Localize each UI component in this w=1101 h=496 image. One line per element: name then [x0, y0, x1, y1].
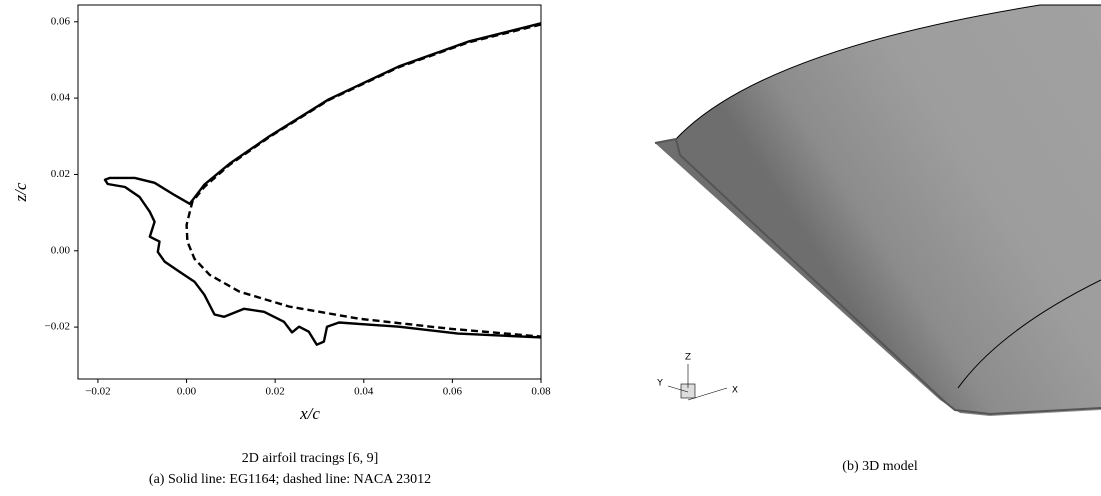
- x-tick-label: 0.08: [531, 386, 551, 398]
- wing-render: [655, 5, 1101, 416]
- y-tick-label: 0.02: [51, 168, 70, 180]
- axis-triad: Z Y X: [656, 353, 738, 401]
- x-tick-label: −0.02: [85, 386, 110, 398]
- x-axis-label: x/c: [299, 404, 320, 423]
- plot-frame: [78, 5, 541, 379]
- caption-b: (b) 3D model: [842, 459, 918, 474]
- caption-title: 2D airfoil tracings [6, 9]: [242, 451, 378, 466]
- series-line: [187, 25, 541, 337]
- x-tick-label: 0.00: [177, 386, 197, 398]
- x-tick-label: 0.06: [443, 386, 463, 398]
- triad-z-label: Z: [685, 353, 691, 363]
- wing-surface: [655, 5, 1101, 416]
- series-line: [105, 23, 541, 344]
- triad-y-label: Y: [656, 379, 663, 389]
- y-axis-label: z/c: [11, 182, 30, 202]
- y-tick-label: 0.00: [51, 244, 71, 256]
- y-tick-label: 0.04: [51, 92, 71, 104]
- figure: x/c z/c 2D airfoil tracings [6, 9] (a) S…: [0, 0, 1101, 496]
- y-tick-label: 0.06: [51, 15, 71, 27]
- x-tick-label: 0.04: [354, 386, 374, 398]
- x-tick-label: 0.02: [266, 386, 285, 398]
- caption-a: (a) Solid line: EG1164; dashed line: NAC…: [149, 472, 431, 487]
- page: x/c z/c 2D airfoil tracings [6, 9] (a) S…: [0, 0, 1101, 496]
- triad-x-label: X: [732, 386, 738, 396]
- y-tick-label: −0.02: [45, 321, 70, 333]
